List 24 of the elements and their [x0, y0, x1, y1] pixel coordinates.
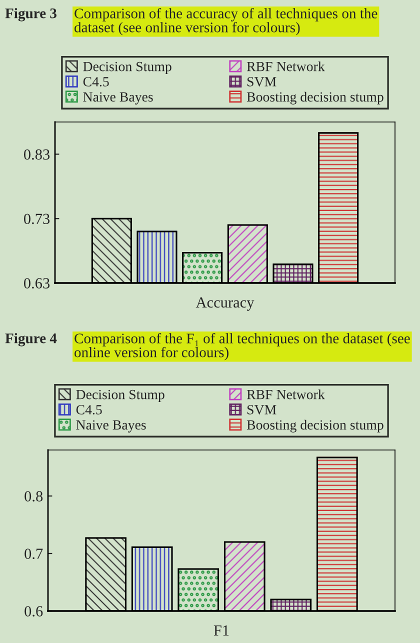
chart-title: Figure 4 [5, 333, 57, 346]
x-tick-label: F1 [214, 625, 229, 636]
chart-subtitle: Comparison of the F₁ of all techniques on the dataset (see online version for colours) [74, 333, 410, 360]
legend-label: SVM [247, 77, 276, 86]
y-tick-label: 0.8 [24, 491, 43, 502]
legend-label: Naive Bayes [76, 420, 146, 432]
legend-label: Naive Bayes [83, 92, 153, 104]
legend-label: Boosting decision stump [246, 92, 384, 104]
y-tick-label: 0.7 [24, 548, 43, 560]
legend-label: RBF Network [246, 389, 325, 400]
legend-label: SVM [247, 405, 276, 414]
legend-label: RBF Network [246, 61, 325, 72]
legend-label: Decision Stump [76, 390, 164, 402]
legend-label: Decision Stump [83, 62, 172, 74]
y-tick-label: 0.63 [24, 278, 50, 289]
chart-subtitle: Comparison of the accuracy of all techniques on the dataset (see online version for colours) [74, 8, 378, 36]
legend-label: C4.5 [76, 405, 102, 414]
chart-title: Figure 3 [5, 8, 56, 22]
legend-label: Boosting decision stump [246, 420, 384, 432]
x-tick-label: Accuracy [196, 297, 254, 311]
y-tick-label: 0.6 [24, 606, 43, 617]
legend-label: C4.5 [83, 77, 109, 86]
y-tick-label: 0.73 [24, 214, 50, 224]
y-tick-label: 0.83 [24, 149, 50, 160]
